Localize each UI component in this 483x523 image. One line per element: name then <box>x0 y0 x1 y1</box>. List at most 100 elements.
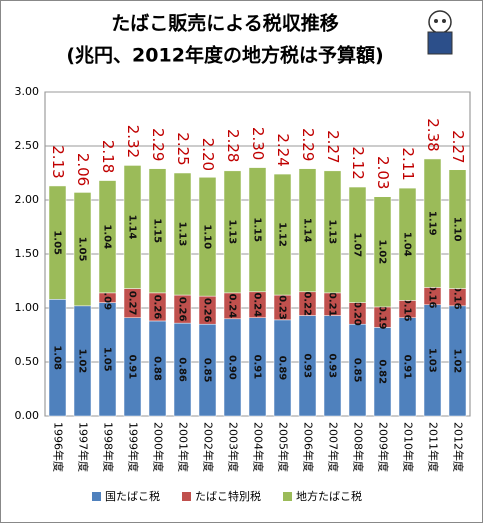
value-label: 0.85 <box>202 358 213 383</box>
bar-segment <box>123 165 142 289</box>
value-label: 1.14 <box>302 218 313 243</box>
x-tick-label: 2000年度 <box>152 422 166 472</box>
total-label: 2.18 <box>99 140 117 173</box>
x-tick-label: 2005年度 <box>277 422 291 472</box>
y-tick-label: 1.00 <box>15 301 40 314</box>
value-label: 1.14 <box>127 215 138 240</box>
bar-segment <box>223 170 242 294</box>
value-label: 0.26 <box>202 298 213 323</box>
total-label: 2.11 <box>399 147 417 180</box>
total-label: 2.30 <box>249 127 267 160</box>
value-label: 0.91 <box>252 355 263 380</box>
value-label: 1.05 <box>52 230 63 255</box>
value-label: 0.21 <box>327 292 338 317</box>
value-label: 1.13 <box>227 220 238 245</box>
x-tick-label: 1996年度 <box>52 422 66 472</box>
value-label: 1.03 <box>427 348 438 373</box>
value-label: 1.07 <box>352 232 363 257</box>
bar-segment <box>173 172 192 296</box>
value-label: 0.91 <box>127 355 138 380</box>
bar-segment <box>373 196 392 308</box>
total-label: 2.28 <box>224 129 242 162</box>
x-tick-label: 2006年度 <box>302 422 316 472</box>
x-tick-label: 1997年度 <box>77 422 91 472</box>
legend-label: 国たばこ税 <box>105 489 160 503</box>
bar-segment <box>323 170 342 294</box>
value-label: 0.86 <box>177 357 188 382</box>
value-label: 0.24 <box>252 292 263 317</box>
bar-segment <box>398 187 417 301</box>
total-label: 2.32 <box>124 125 142 158</box>
value-label: 0.26 <box>152 295 163 320</box>
value-label: 0.09 <box>102 285 113 310</box>
total-label: 2.24 <box>274 133 292 166</box>
total-label: 2.20 <box>199 138 217 171</box>
value-label: 1.02 <box>452 349 463 374</box>
value-label: 0.16 <box>452 285 463 310</box>
value-label: 1.02 <box>77 349 88 374</box>
value-label: 1.15 <box>152 218 163 243</box>
value-label: 0.16 <box>402 297 413 322</box>
y-tick-label: 2.00 <box>15 193 40 206</box>
value-label: 0.23 <box>277 295 288 320</box>
bar-segment <box>248 167 267 293</box>
bar-segment <box>298 168 317 293</box>
total-label: 2.06 <box>74 153 92 186</box>
total-label: 2.12 <box>349 146 367 179</box>
value-label: 0.16 <box>427 284 438 309</box>
y-tick-label: 3.00 <box>15 85 40 98</box>
x-tick-label: 2010年度 <box>402 422 416 472</box>
bar-segment <box>198 177 217 297</box>
value-label: 0.20 <box>352 301 363 326</box>
y-tick-label: 0.50 <box>15 355 40 368</box>
value-label: 0.91 <box>402 355 413 380</box>
value-label: 0.85 <box>352 358 363 383</box>
value-label: 1.02 <box>377 239 388 264</box>
total-label: 2.13 <box>49 145 67 178</box>
x-tick-label: 2008年度 <box>352 422 366 472</box>
value-label: 1.05 <box>102 347 113 372</box>
x-tick-label: 1998年度 <box>102 422 116 472</box>
value-label: 0.82 <box>377 359 388 384</box>
legend-label: 地方たばこ税 <box>296 489 362 503</box>
value-label: 1.12 <box>277 222 288 247</box>
total-label: 2.03 <box>374 156 392 189</box>
bar-segment <box>98 180 117 294</box>
legend-swatch <box>182 492 191 501</box>
value-label: 0.88 <box>152 356 163 381</box>
bar-segment <box>148 168 167 294</box>
value-label: 1.15 <box>252 217 263 242</box>
value-label: 0.22 <box>302 291 313 316</box>
chart-title: たばこ販売による税収推移 <box>111 12 338 35</box>
x-tick-label: 2003年度 <box>227 422 241 472</box>
value-label: 0.27 <box>127 291 138 316</box>
value-label: 1.13 <box>177 222 188 247</box>
value-label: 0.19 <box>377 305 388 330</box>
y-tick-label: 2.50 <box>15 139 40 152</box>
legend-swatch <box>92 492 101 501</box>
value-label: 0.26 <box>177 297 188 322</box>
value-label: 0.93 <box>302 353 313 378</box>
bar-segment <box>348 186 367 303</box>
value-label: 1.10 <box>452 217 463 242</box>
value-label: 1.04 <box>402 232 413 257</box>
y-tick-label: 0.00 <box>15 409 40 422</box>
legend-label: たばこ特別税 <box>195 489 261 503</box>
value-label: 1.19 <box>427 211 438 236</box>
x-tick-label: 2004年度 <box>252 422 266 472</box>
mascot-icon <box>427 10 453 55</box>
x-tick-label: 2009年度 <box>377 422 391 472</box>
value-label: 0.89 <box>277 356 288 381</box>
bar-segment <box>73 192 92 307</box>
x-tick-label: 2011年度 <box>427 422 441 472</box>
x-tick-label: 2001年度 <box>177 422 191 472</box>
total-label: 2.38 <box>424 118 442 151</box>
bar-segment <box>48 185 67 300</box>
value-label: 1.05 <box>77 237 88 262</box>
total-label: 2.25 <box>174 132 192 165</box>
bar-segment <box>448 169 467 289</box>
x-tick-label: 2007年度 <box>327 422 341 472</box>
value-label: 0.24 <box>227 293 238 318</box>
total-label: 2.27 <box>449 130 467 163</box>
